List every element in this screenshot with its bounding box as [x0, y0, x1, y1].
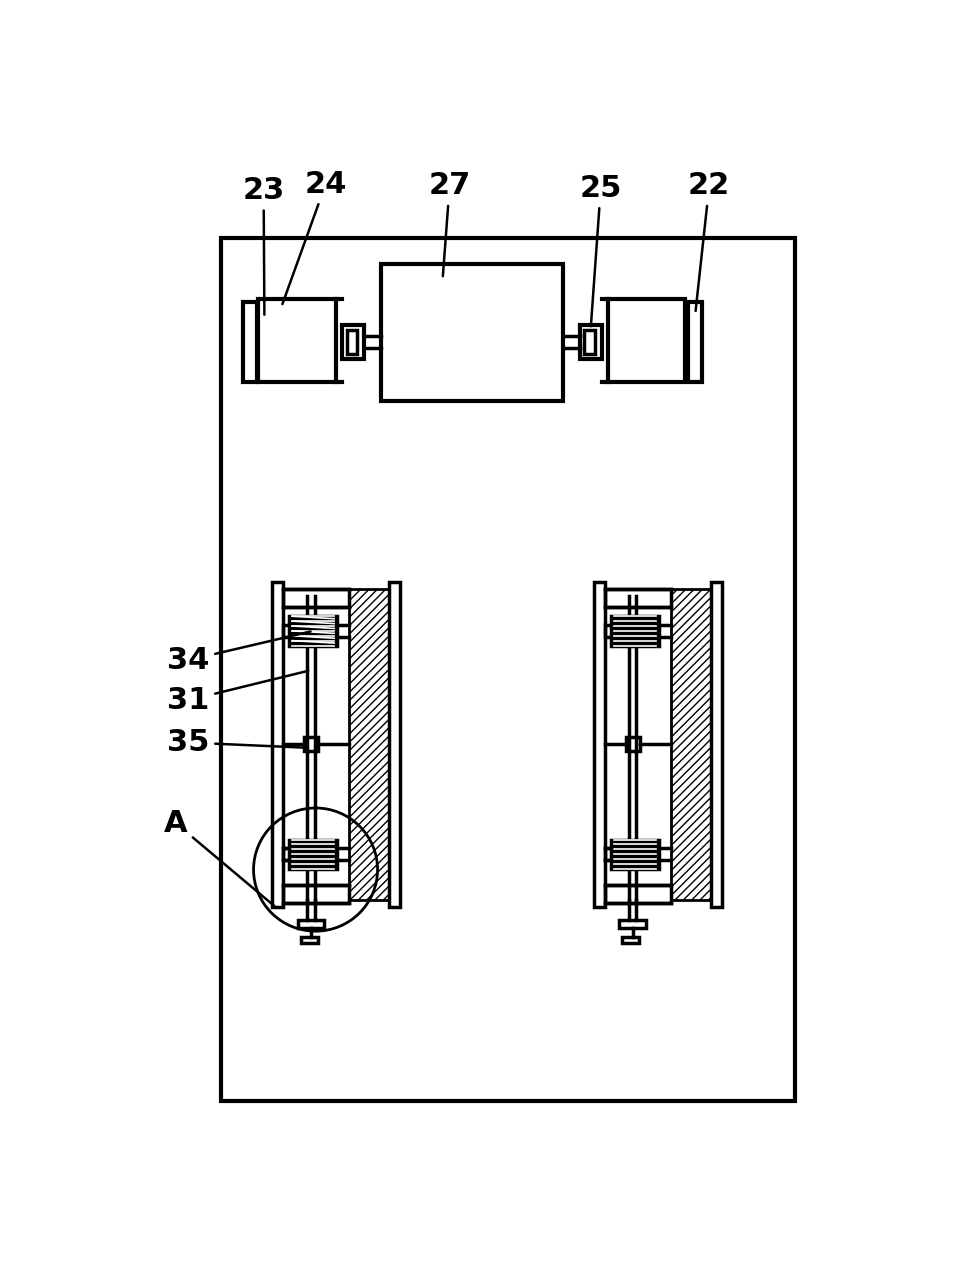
Bar — [604, 624, 613, 637]
Text: 35: 35 — [167, 728, 308, 757]
Bar — [289, 839, 337, 868]
Bar — [283, 848, 292, 861]
Bar — [710, 582, 721, 907]
Text: 22: 22 — [687, 171, 729, 311]
Bar — [607, 299, 684, 382]
Text: 27: 27 — [428, 171, 470, 276]
Bar — [304, 737, 317, 751]
Bar — [625, 737, 639, 751]
Bar — [297, 921, 324, 929]
Bar — [604, 848, 613, 861]
Text: 34: 34 — [167, 632, 310, 674]
Bar — [381, 263, 562, 400]
Bar — [346, 330, 357, 354]
Bar — [301, 938, 317, 943]
Bar — [341, 325, 363, 359]
Text: 24: 24 — [283, 170, 347, 304]
Bar — [242, 302, 257, 382]
Bar — [604, 885, 670, 903]
Text: 25: 25 — [579, 174, 622, 326]
Bar — [688, 302, 702, 382]
Bar — [593, 582, 604, 907]
Bar — [349, 588, 389, 900]
Bar — [604, 588, 670, 608]
Bar — [283, 624, 292, 637]
Bar — [272, 582, 283, 907]
Bar — [619, 921, 645, 929]
Bar — [283, 588, 349, 608]
Bar — [584, 330, 595, 354]
Bar — [283, 885, 349, 903]
Bar — [579, 325, 601, 359]
Bar — [622, 938, 639, 943]
Bar — [610, 616, 658, 646]
Bar — [289, 616, 337, 646]
Bar — [610, 839, 658, 868]
Text: 31: 31 — [167, 670, 308, 715]
Bar — [258, 299, 335, 382]
Bar — [221, 238, 794, 1101]
Bar — [389, 582, 400, 907]
Text: A: A — [164, 808, 275, 907]
Text: 23: 23 — [242, 177, 284, 315]
Bar — [670, 588, 710, 900]
